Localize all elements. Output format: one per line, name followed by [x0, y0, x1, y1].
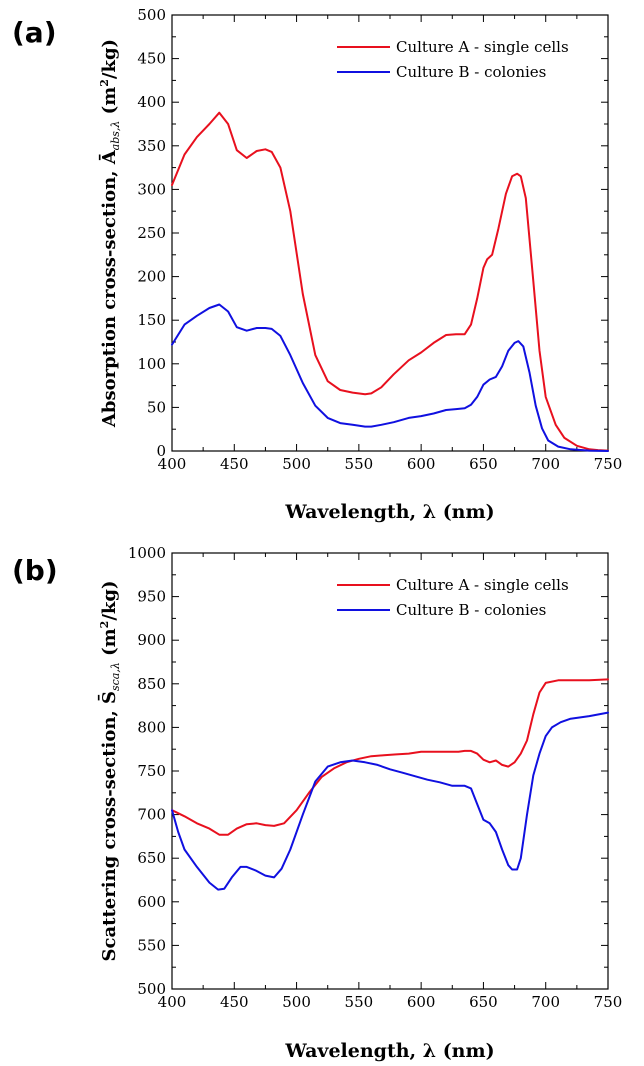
legend-entry-culture-b: Culture B - colonies: [396, 601, 546, 619]
y-axis-title-unit-end: /kg): [99, 39, 120, 79]
y-axis-title: Absorption cross-section, Āabs,λ (m2/kg): [98, 39, 122, 428]
y-axis-title-unit-end: /kg): [99, 581, 120, 621]
y-tick-label: 250: [137, 224, 166, 242]
y-tick-label: 950: [137, 588, 166, 606]
x-axis-title: Wavelength, λ (nm): [284, 501, 494, 523]
y-tick-label: 650: [137, 849, 166, 867]
y-tick-label: 400: [137, 93, 166, 111]
y-tick-label: 800: [137, 718, 166, 736]
y-tick-label: 200: [137, 268, 166, 286]
x-axis-title: Wavelength, λ (nm): [284, 1040, 494, 1062]
y-tick-label: 150: [137, 311, 166, 329]
x-tick-label: 450: [220, 993, 249, 1011]
series-line-culture-b: [171, 711, 609, 891]
y-tick-label: 1000: [128, 544, 166, 562]
y-axis-title-unit-sup: 2: [98, 621, 111, 629]
y-axis-title-main: Absorption cross-section, Ā: [98, 149, 120, 428]
x-tick-label: 750: [594, 993, 623, 1011]
y-tick-label: 700: [137, 806, 166, 824]
x-tick-label: 400: [158, 993, 187, 1011]
x-tick-label: 650: [469, 993, 498, 1011]
y-tick-label: 50: [147, 398, 166, 416]
y-axis-title-main: Scattering cross-section, S̄: [98, 691, 120, 961]
y-tick-label: 300: [137, 180, 166, 198]
x-tick-label: 600: [407, 993, 436, 1011]
y-axis-title-unit: (m: [99, 87, 120, 121]
legend-entry-culture-a: Culture A - single cells: [396, 38, 569, 56]
series-line-culture-a: [171, 111, 609, 452]
chart-panel-a: (a) 400 450 500 550 600 650 700 750 0 50 100 150 200 2…: [12, 6, 622, 523]
legend-entry-culture-a: Culture A - single cells: [396, 576, 569, 594]
x-tick-label: 700: [531, 455, 560, 473]
x-tick-label: 650: [469, 455, 498, 473]
x-tick-label: 500: [282, 993, 311, 1011]
y-tick-label: 550: [137, 936, 166, 954]
y-tick-label: 500: [137, 980, 166, 998]
chart-panel-b: (b) 400 450 500 550 600 650 700 750 500 550 600 650 7…: [12, 544, 622, 1062]
series-line-culture-a: [171, 678, 609, 836]
x-tick-label: 500: [282, 455, 311, 473]
y-axis-title-subscript: abs,λ: [109, 121, 122, 151]
y-axis-title-unit: (m: [99, 628, 120, 662]
panel-label: (b): [12, 554, 58, 587]
x-tick-label: 550: [345, 993, 374, 1011]
y-axis-title-unit-sup: 2: [98, 79, 111, 87]
x-tick-label: 450: [220, 455, 249, 473]
series-line-culture-b: [171, 303, 609, 452]
y-tick-label: 750: [137, 762, 166, 780]
y-axis-title: Scattering cross-section, S̄sca,λ (m2/kg…: [98, 581, 122, 962]
y-tick-label: 500: [137, 6, 166, 24]
x-tick-label: 700: [531, 993, 560, 1011]
y-axis-title-subscript: sca,λ: [109, 662, 122, 691]
y-tick-label: 900: [137, 631, 166, 649]
panel-label: (a): [12, 16, 57, 49]
y-tick-label: 850: [137, 675, 166, 693]
y-tick-label: 0: [156, 442, 166, 460]
x-tick-label: 750: [594, 455, 623, 473]
x-tick-label: 600: [407, 455, 436, 473]
y-tick-label: 100: [137, 355, 166, 373]
y-tick-label: 350: [137, 137, 166, 155]
y-tick-label: 600: [137, 893, 166, 911]
y-tick-label: 450: [137, 50, 166, 68]
x-tick-label: 550: [345, 455, 374, 473]
x-tick-label: 400: [158, 455, 187, 473]
legend-entry-culture-b: Culture B - colonies: [396, 63, 546, 81]
